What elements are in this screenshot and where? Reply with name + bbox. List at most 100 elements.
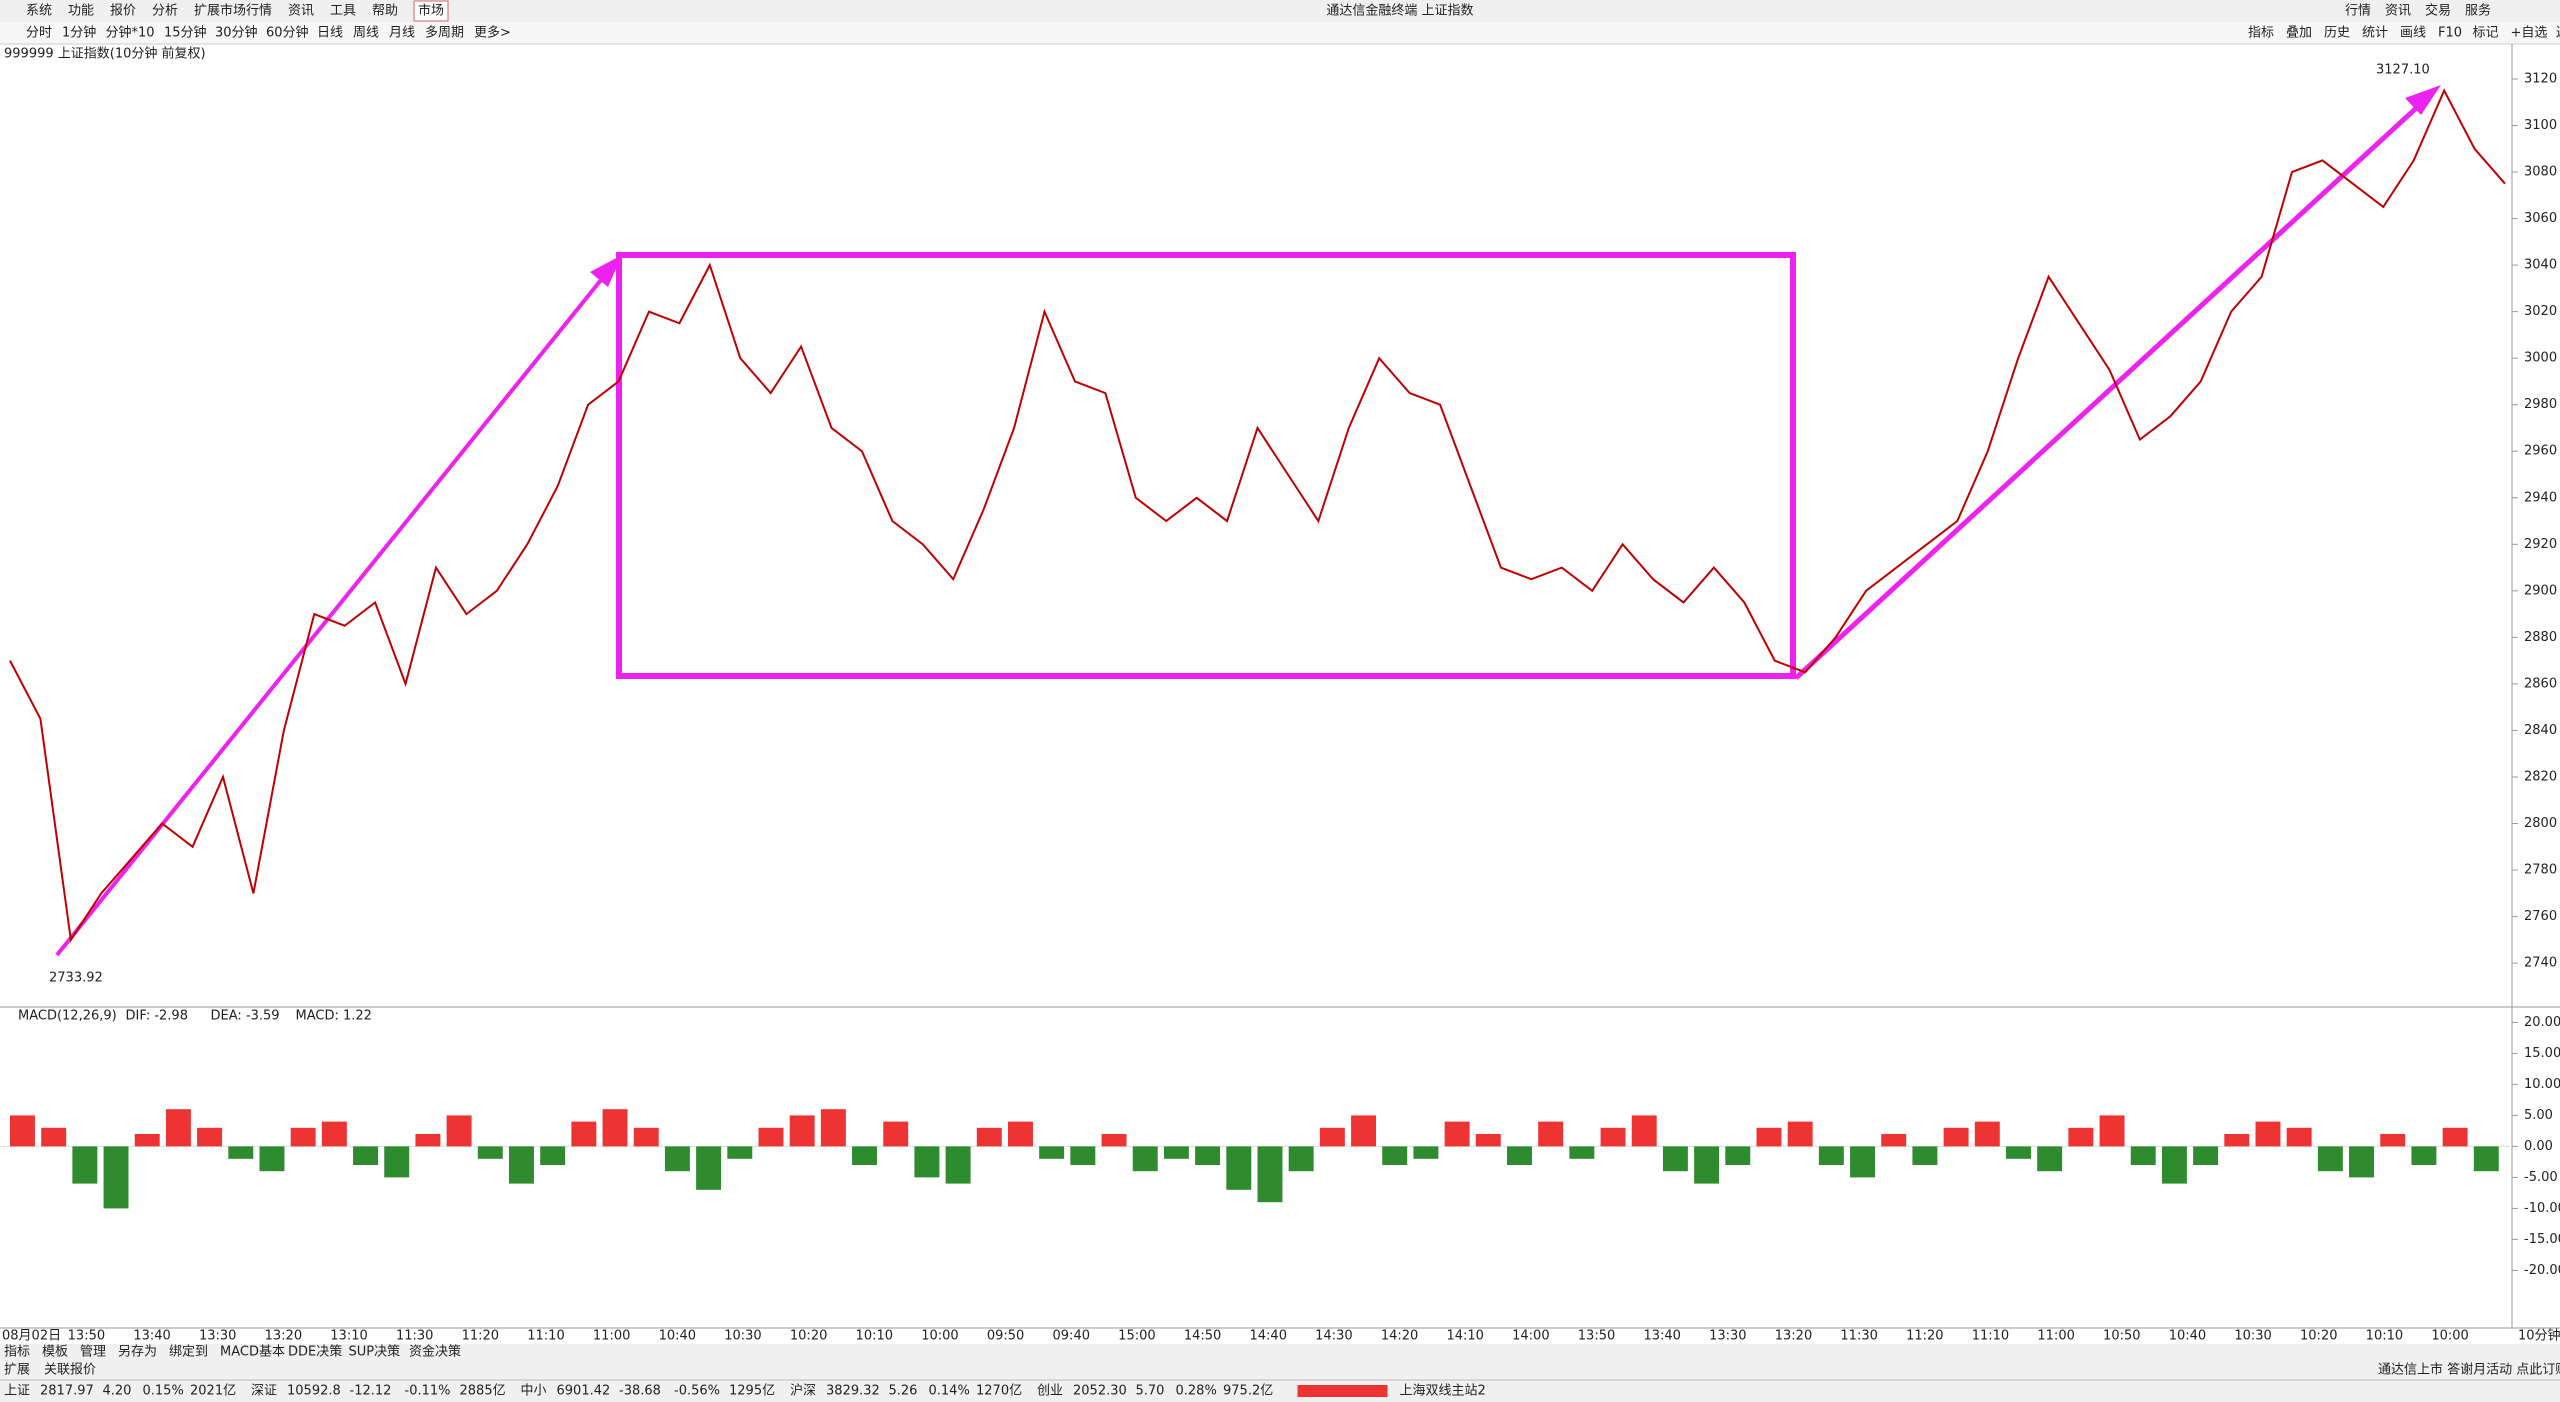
macd-bar xyxy=(1600,1127,1626,1147)
bottom-tab[interactable]: 模板 xyxy=(42,1345,68,1360)
x-tick-label: 11:20 xyxy=(462,1329,499,1344)
tool-button[interactable]: F10 xyxy=(2438,26,2462,41)
more-button[interactable]: 更多> xyxy=(474,25,511,41)
tool-button[interactable]: 指标 xyxy=(2248,26,2274,41)
menu-item[interactable]: 资讯 xyxy=(288,4,314,19)
tool-button[interactable]: 叠加 xyxy=(2286,26,2312,41)
status-field: -12.12 xyxy=(350,1384,392,1399)
y-tick-label: 2780 xyxy=(2524,863,2557,878)
period-button[interactable]: 多周期 xyxy=(425,25,464,41)
toolbar xyxy=(0,22,2560,44)
macd-bar xyxy=(1756,1127,1782,1147)
top-button[interactable]: 行情 xyxy=(2345,4,2371,19)
ext-tab[interactable]: 扩展 xyxy=(4,1363,30,1378)
menu-item[interactable]: 系统 xyxy=(26,4,52,19)
macd-bar xyxy=(1694,1146,1720,1184)
bottom-tab[interactable]: 另存为 xyxy=(118,1345,157,1360)
macd-bar xyxy=(758,1127,784,1147)
status-field: 3829.32 xyxy=(826,1384,880,1399)
x-tick-label: 11:10 xyxy=(527,1329,564,1344)
y-tick-label: 15.00 xyxy=(2524,1046,2560,1061)
y-tick-label: 2880 xyxy=(2524,630,2557,645)
macd-bar xyxy=(165,1109,191,1147)
top-button[interactable]: 交易 xyxy=(2425,3,2451,19)
bottom-tab[interactable]: 绑定到 xyxy=(169,1345,208,1360)
promo[interactable]: 通达信上市 答谢月活动 点此订购 xyxy=(2378,1362,2560,1378)
x-tick-label: 14:50 xyxy=(1184,1329,1221,1344)
x-tick-label: 10:20 xyxy=(2300,1329,2337,1344)
x-tick-label: 11:30 xyxy=(396,1329,433,1344)
bottom-tab[interactable]: MACD基本 xyxy=(220,1345,285,1360)
macd-bar xyxy=(1818,1146,1844,1165)
tool-button[interactable]: 标记 xyxy=(2473,26,2499,41)
x-tick-label: 10:30 xyxy=(724,1329,761,1344)
macd-bar xyxy=(72,1146,98,1184)
y-tick-label: 2760 xyxy=(2524,909,2557,924)
macd-bar xyxy=(353,1146,379,1165)
tool-button[interactable]: 画线 xyxy=(2400,26,2426,41)
signal-icon xyxy=(1297,1385,1388,1397)
bottom-tab[interactable]: SUP决策 xyxy=(349,1344,401,1360)
period-button[interactable]: 60分钟 xyxy=(266,25,309,41)
macd-bar xyxy=(1631,1115,1657,1147)
market-tab[interactable]: 市场 xyxy=(418,3,444,19)
macd-bar xyxy=(1569,1146,1595,1159)
macd-bar xyxy=(1507,1146,1532,1165)
x-tick-label: 10:30 xyxy=(2234,1329,2271,1344)
macd-title: MACD(12,26,9) xyxy=(18,1009,117,1024)
x-tick-label: 13:30 xyxy=(1709,1329,1746,1344)
y-tick-label: 20.00 xyxy=(2524,1015,2560,1030)
x-tick-label: 14:10 xyxy=(1446,1329,1483,1344)
menu-item[interactable]: 报价 xyxy=(110,4,136,19)
macd-bar xyxy=(820,1109,846,1147)
y-tick-label: -5.00 xyxy=(2524,1170,2558,1185)
bottom-tab[interactable]: 管理 xyxy=(80,1345,106,1360)
macd-bar xyxy=(1132,1146,1158,1172)
y-tick-label: 3120 xyxy=(2524,71,2557,86)
status-field: 975.2亿 xyxy=(1223,1384,1273,1399)
bottom-tab[interactable]: 指标 xyxy=(4,1345,30,1360)
macd-dif-label: DIF: -2.98 xyxy=(126,1009,188,1024)
menu-item[interactable]: 工具 xyxy=(330,4,356,19)
x-tick-label: 10:10 xyxy=(2366,1329,2403,1344)
period-button[interactable]: 月线 xyxy=(389,26,415,41)
macd-bar xyxy=(540,1146,566,1165)
period-button[interactable]: 15分钟 xyxy=(164,25,207,41)
period-button[interactable]: 分时 xyxy=(26,26,52,41)
macd-bar xyxy=(2130,1146,2156,1165)
bottom-tab[interactable]: DDE决策 xyxy=(288,1344,342,1360)
period-button[interactable]: 1分钟 xyxy=(62,25,96,41)
y-tick-label: 2980 xyxy=(2524,397,2557,412)
period-button[interactable]: 周线 xyxy=(353,26,379,41)
macd-bar xyxy=(1008,1121,1033,1147)
period-button[interactable]: 日线 xyxy=(317,26,343,41)
x-tick-label: 09:40 xyxy=(1053,1329,1090,1344)
menu-item[interactable]: 帮助 xyxy=(372,4,398,19)
menu-item[interactable]: 扩展市场行情 xyxy=(194,3,272,19)
macd-bar xyxy=(134,1134,160,1147)
top-button[interactable]: 资讯 xyxy=(2385,4,2411,19)
bottom-tab[interactable]: 资金决策 xyxy=(409,1344,461,1360)
status-field: 深证 xyxy=(251,1384,277,1399)
tool-button[interactable]: +自选 xyxy=(2511,26,2548,41)
y-tick-label: 2840 xyxy=(2524,723,2557,738)
y-tick-label: 2860 xyxy=(2524,676,2557,691)
y-tick-label: 0.00 xyxy=(2524,1139,2553,1154)
ext-tab[interactable]: 关联报价 xyxy=(44,1363,96,1378)
tool-button[interactable]: 返回 xyxy=(2556,26,2560,41)
macd-bar xyxy=(2099,1115,2125,1147)
tool-button[interactable]: 历史 xyxy=(2324,26,2350,41)
status-field: 创业 xyxy=(1037,1384,1063,1399)
arrow-up-2 xyxy=(1794,98,2427,680)
period-button[interactable]: 30分钟 xyxy=(215,25,258,41)
macd-bar xyxy=(1413,1146,1439,1159)
menu-item[interactable]: 分析 xyxy=(152,4,178,19)
macd-bar xyxy=(1351,1115,1377,1147)
macd-macd-label: MACD: 1.22 xyxy=(296,1009,372,1024)
top-button[interactable]: 服务 xyxy=(2465,3,2491,19)
status-field: 1270亿 xyxy=(976,1384,1022,1399)
menu-item[interactable]: 功能 xyxy=(68,4,94,19)
tool-button[interactable]: 统计 xyxy=(2362,26,2388,41)
period-button[interactable]: 分钟*10 xyxy=(106,25,155,41)
